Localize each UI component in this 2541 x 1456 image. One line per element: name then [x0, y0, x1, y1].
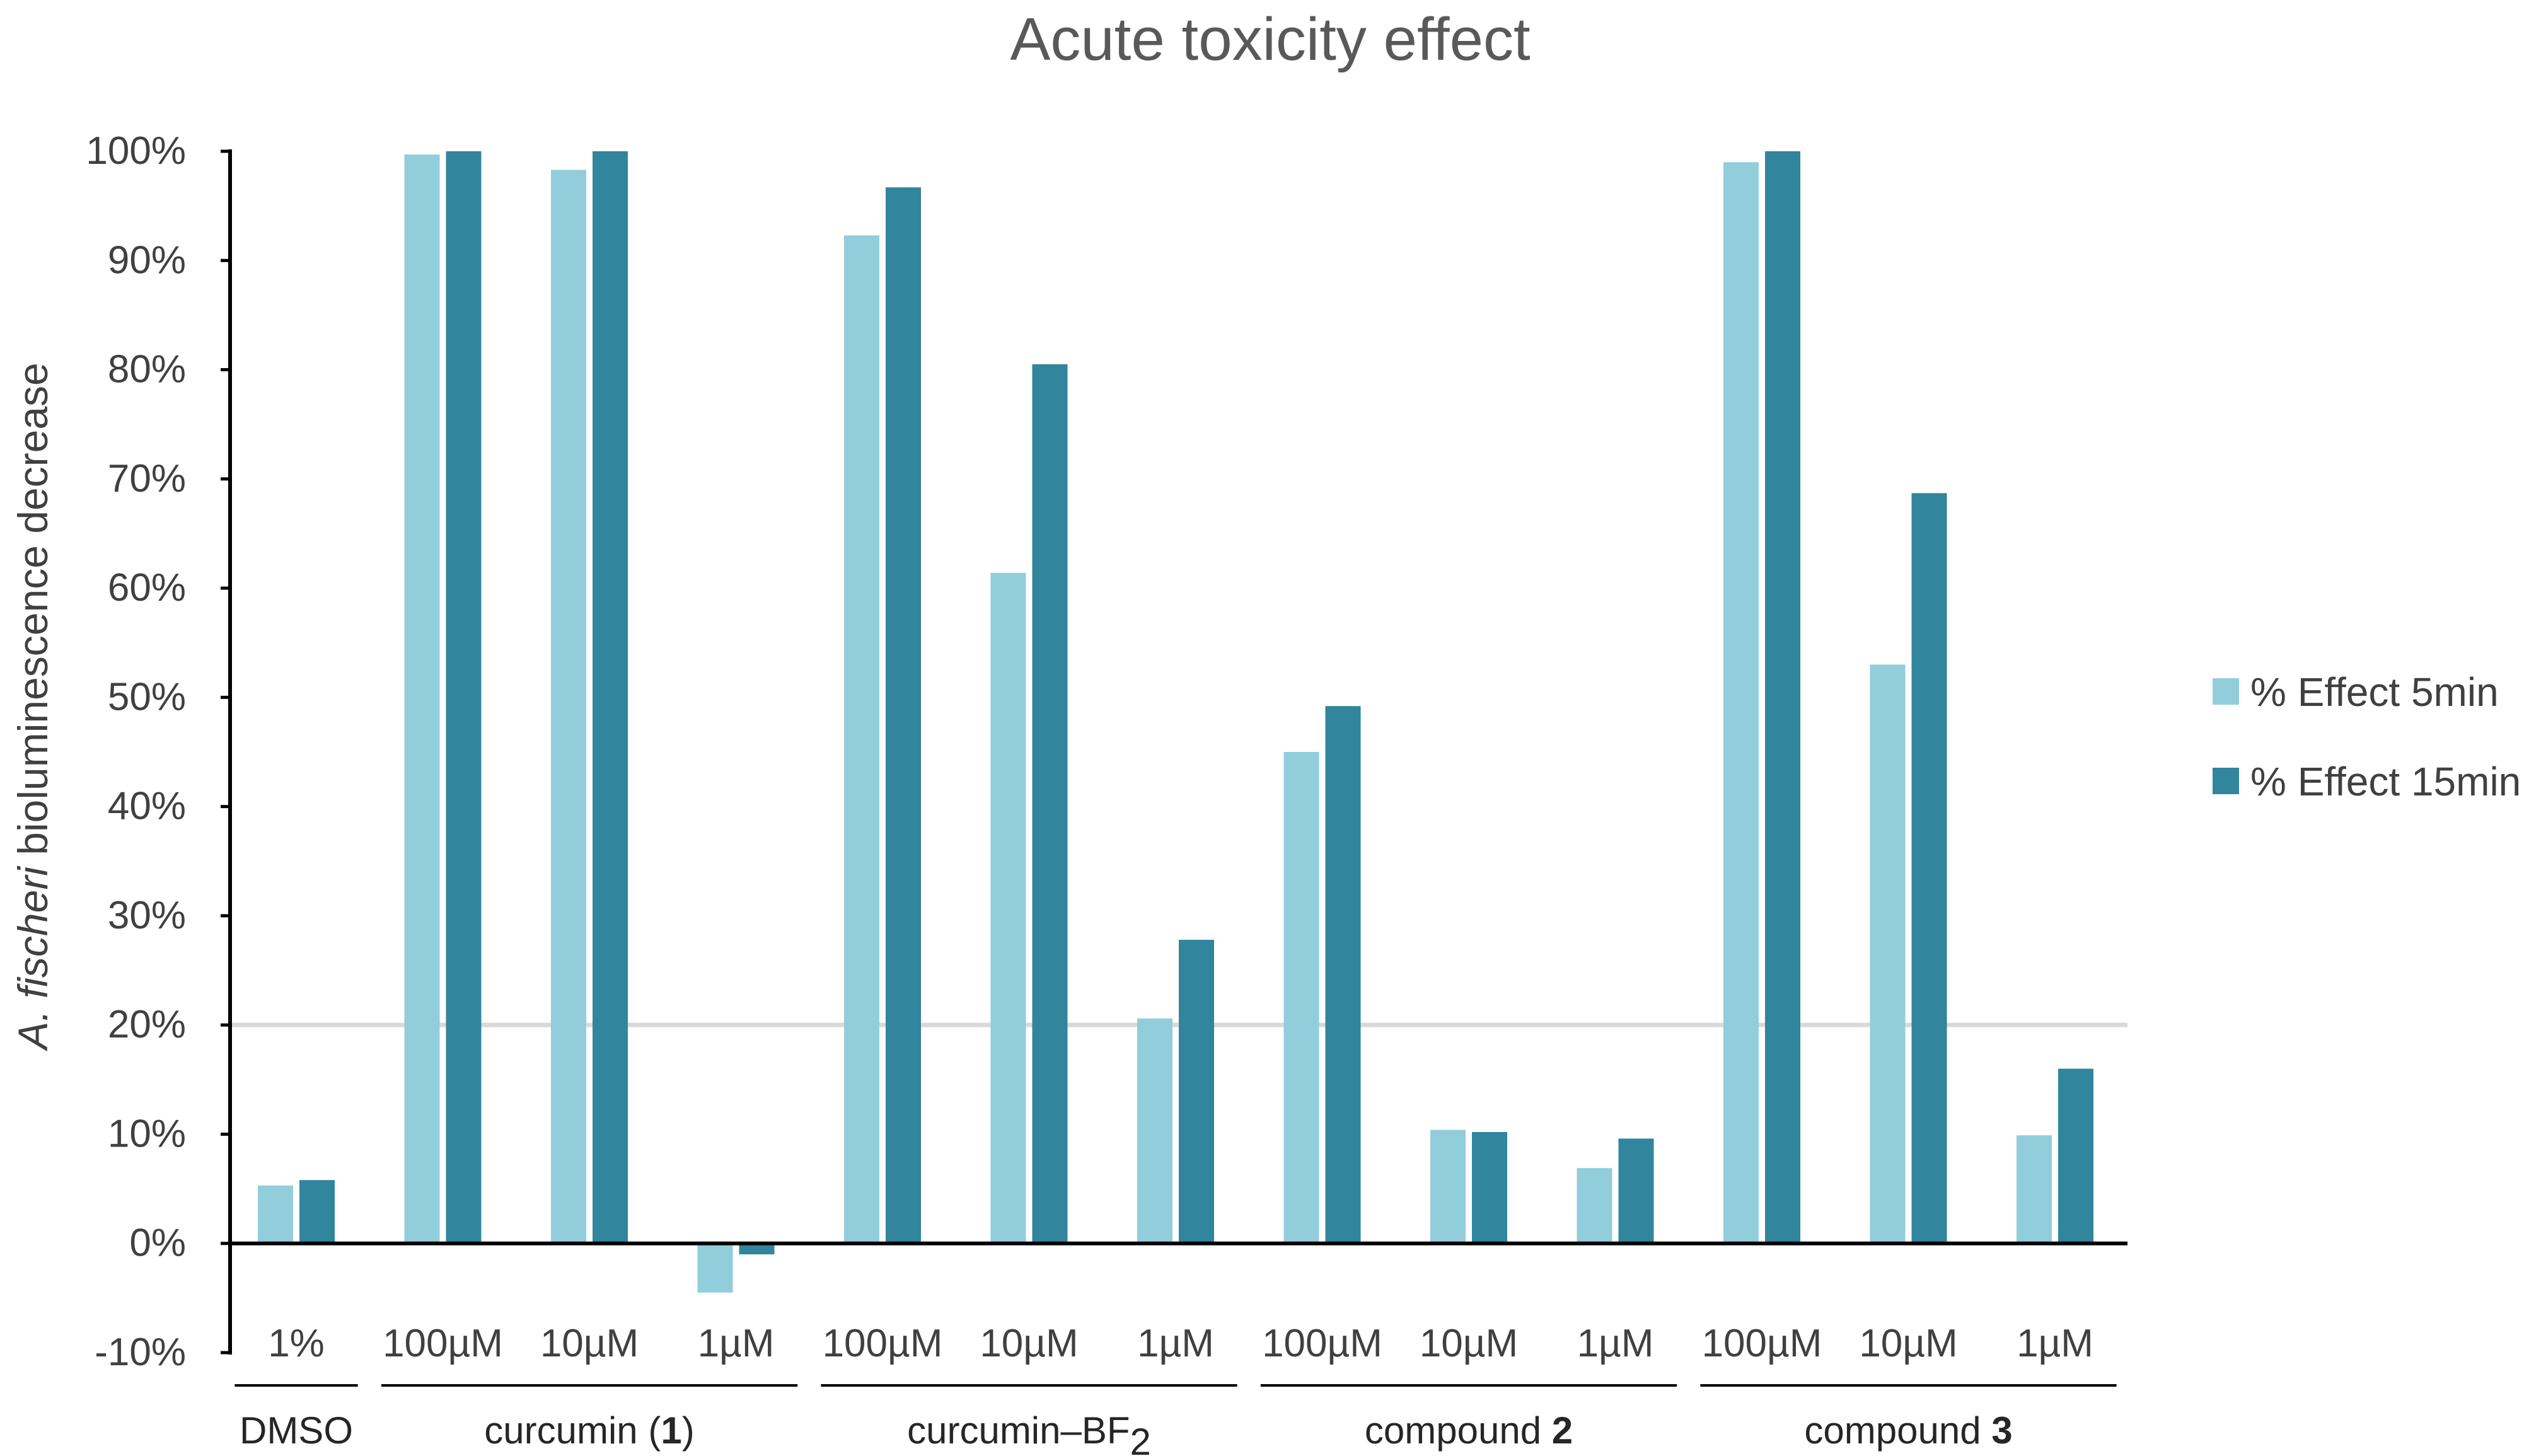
- y-axis-label: A. fischeri bioluminescence decrease: [9, 362, 56, 1052]
- x-tick-label: 1µM: [1137, 1322, 1214, 1365]
- bar-15min: [1618, 1138, 1654, 1244]
- x-tick-label: 10µM: [540, 1322, 639, 1365]
- x-tick-label: 1%: [268, 1322, 325, 1365]
- group-label-part: DMSO: [240, 1409, 353, 1452]
- group-label-part: 3: [1991, 1409, 2012, 1452]
- y-axis-label-rest: bioluminescence decrease: [9, 362, 56, 867]
- group-label-part: curcumin (: [484, 1409, 661, 1452]
- bar-5min: [844, 235, 879, 1244]
- x-tick-label: 100µM: [1702, 1322, 1822, 1365]
- x-tick-label: 10µM: [980, 1322, 1078, 1365]
- group-label: compound 2: [1365, 1409, 1573, 1452]
- bar-15min: [1911, 493, 1947, 1244]
- y-tick-label: 10%: [108, 1112, 186, 1155]
- bar-15min: [2058, 1068, 2093, 1244]
- x-axis-labels: 1% 100µM 10µM 1µM 100µM 10µM 1µM 100µM 10µM 1µM 10…: [268, 1322, 2093, 1365]
- y-tick-label: 0%: [129, 1222, 186, 1265]
- bars: [258, 151, 2093, 1293]
- x-tick-label: 100µM: [1262, 1322, 1382, 1365]
- bar-5min: [404, 154, 440, 1244]
- bar-5min: [1870, 664, 1906, 1244]
- y-axis-label-italic: A. fischeri: [9, 865, 56, 1052]
- x-tick-label: 10µM: [1859, 1322, 1957, 1365]
- group-label-part: 2: [1130, 1421, 1151, 1456]
- group-label-part: 1: [661, 1409, 681, 1452]
- bar-15min: [1179, 940, 1214, 1244]
- group-label-part: curcumin–BF: [907, 1409, 1130, 1452]
- legend-swatch: [2213, 768, 2239, 794]
- bar-15min: [886, 187, 921, 1244]
- bar-15min: [299, 1180, 335, 1244]
- x-tick-label: 10µM: [1420, 1322, 1518, 1365]
- group-label-part: compound: [1365, 1409, 1552, 1452]
- bar-15min: [1765, 151, 1800, 1244]
- group-label-part: compound: [1804, 1409, 1991, 1452]
- group-label: compound 3: [1804, 1409, 2012, 1452]
- group-label: curcumin (1): [484, 1409, 694, 1452]
- y-tick-label: 90%: [108, 238, 186, 282]
- bar-5min: [551, 170, 586, 1244]
- chart-title: Acute toxicity effect: [1010, 6, 1530, 73]
- group-label-part: 2: [1552, 1409, 1573, 1452]
- bar-5min: [1577, 1168, 1612, 1244]
- bar-15min: [446, 151, 482, 1244]
- y-tick-label: 60%: [108, 566, 186, 610]
- y-tick-label: 80%: [108, 348, 186, 391]
- y-tick-label: 40%: [108, 785, 186, 828]
- bar-5min: [990, 572, 1026, 1244]
- bar-5min: [1283, 752, 1319, 1244]
- group-label: DMSO: [240, 1409, 353, 1452]
- y-tick-label: -10%: [95, 1331, 186, 1374]
- bar-5min: [258, 1185, 293, 1244]
- y-tick-label: 50%: [108, 675, 186, 719]
- x-tick-label: 1µM: [2017, 1322, 2093, 1365]
- y-tick-label: 20%: [108, 1003, 186, 1046]
- bar-15min: [1032, 364, 1068, 1244]
- bar-5min: [1430, 1130, 1466, 1244]
- bar-15min: [739, 1243, 775, 1255]
- legend: % Effect 5min % Effect 15min: [2213, 669, 2521, 804]
- y-tick-label: 100%: [86, 129, 186, 173]
- bar-5min: [1723, 162, 1759, 1244]
- y-tick-label: 70%: [108, 457, 186, 500]
- legend-label: % Effect 5min: [2250, 669, 2499, 715]
- x-tick-label: 1µM: [698, 1322, 775, 1365]
- bar-5min: [1137, 1018, 1172, 1244]
- bar-5min: [2017, 1135, 2052, 1244]
- bar-5min: [697, 1243, 733, 1293]
- legend-swatch: [2213, 678, 2239, 705]
- x-tick-label: 1µM: [1577, 1322, 1654, 1365]
- y-tick-label: 30%: [108, 894, 186, 937]
- x-tick-label: 100µM: [823, 1322, 943, 1365]
- group-label-part: ): [682, 1409, 695, 1452]
- bar-15min: [593, 151, 628, 1244]
- bar-15min: [1472, 1131, 1507, 1244]
- bar-15min: [1325, 706, 1361, 1244]
- group-label: curcumin–BF2: [907, 1409, 1151, 1456]
- x-tick-label: 100µM: [383, 1322, 503, 1365]
- group-labels: DMSO curcumin (1) curcumin–BF2 compound 2 co…: [234, 1384, 2117, 1456]
- y-axis: -10% 0% 10% 20% 30% 40% 50% 60% 70% 80% 90% 100%: [86, 129, 230, 1374]
- legend-label: % Effect 15min: [2250, 759, 2521, 804]
- axes: [228, 149, 2127, 1355]
